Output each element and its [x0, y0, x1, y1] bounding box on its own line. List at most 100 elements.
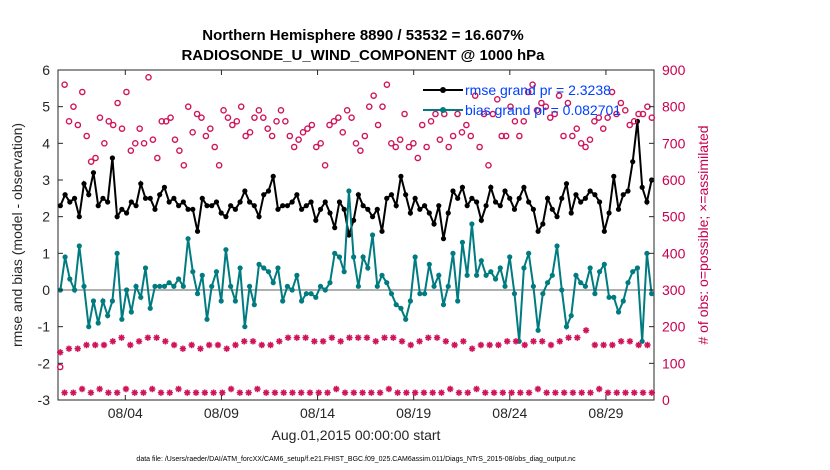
possible-point	[312, 143, 320, 151]
assimilated-point	[298, 389, 305, 396]
bias-point	[228, 283, 234, 289]
rmse-point	[426, 210, 432, 216]
bias-point	[138, 294, 144, 300]
bias-point	[483, 272, 489, 278]
bias-point	[105, 313, 111, 319]
rmse-point	[284, 203, 291, 209]
bias-point	[95, 320, 101, 326]
assimilated-point	[324, 389, 331, 396]
rmse-point	[218, 210, 224, 216]
assimilated-point	[420, 389, 428, 396]
rmse-point	[549, 206, 555, 212]
rmse-point	[502, 188, 508, 194]
rmse-point	[440, 236, 447, 242]
bias-point	[597, 269, 603, 275]
assimilated-point	[635, 341, 642, 349]
possible-point	[145, 74, 152, 81]
rmse-point	[114, 214, 120, 220]
rmse-point	[351, 217, 357, 223]
possible-point	[149, 136, 157, 143]
assimilated-point	[468, 345, 476, 352]
assimilated-point	[512, 338, 520, 345]
rmse-point	[597, 199, 603, 205]
assimilated-point	[306, 389, 314, 396]
possible-point	[595, 114, 603, 121]
assimilated-point	[473, 385, 480, 393]
bias-point	[398, 305, 404, 311]
assimilated-point	[271, 389, 279, 396]
rmse-point	[232, 206, 238, 212]
possible-point	[485, 162, 492, 169]
assimilated-point	[175, 385, 182, 393]
bias-point	[114, 250, 120, 256]
possible-point	[339, 129, 347, 136]
possible-point	[65, 118, 73, 125]
bias-point	[379, 272, 385, 278]
possible-point	[202, 132, 210, 140]
possible-point	[304, 125, 311, 132]
assimilated-point	[582, 327, 590, 334]
possible-point	[445, 143, 453, 151]
bias-point	[346, 188, 352, 194]
possible-point	[317, 140, 324, 147]
possible-point	[321, 162, 329, 169]
possible-point	[282, 118, 289, 125]
assimilated-point	[131, 389, 138, 396]
assimilated-point	[442, 338, 450, 345]
y-right-tick-label: 800	[662, 99, 686, 115]
assimilated-point	[626, 338, 634, 345]
possible-point	[308, 121, 316, 129]
rmse-point	[327, 210, 333, 216]
bias-point	[611, 294, 617, 300]
assimilated-point	[188, 341, 195, 349]
rmse-point	[57, 203, 63, 209]
possible-point	[273, 118, 280, 125]
rmse-point	[530, 206, 536, 212]
assimilated-point	[333, 385, 340, 393]
possible-point	[476, 143, 483, 151]
rmse-point	[478, 217, 484, 223]
bias-point	[308, 291, 314, 297]
y-left-tick-label: -3	[38, 392, 51, 408]
bias-point	[270, 280, 276, 286]
assimilated-point	[293, 334, 301, 341]
rmse-point	[578, 199, 584, 205]
possible-point	[613, 110, 620, 118]
rmse-point	[336, 199, 343, 205]
assimilated-point	[438, 389, 445, 396]
rmse-point	[464, 203, 470, 209]
rmse-point	[322, 199, 328, 205]
assimilated-point	[319, 338, 327, 345]
possible-point	[184, 103, 192, 110]
bias-point	[256, 261, 262, 267]
assimilated-point	[460, 338, 467, 345]
chart-title-line1: Northern Hemisphere 8890 / 53532 = 16.60…	[202, 27, 523, 44]
possible-point	[551, 110, 558, 118]
bias-point	[280, 298, 286, 304]
bias-point	[336, 254, 343, 260]
assimilated-point	[433, 334, 441, 341]
y-left-tick-label: 3	[42, 172, 50, 188]
bias-point	[218, 298, 224, 304]
assimilated-point	[162, 338, 169, 345]
assimilated-point	[328, 334, 336, 341]
rmse-point	[275, 206, 281, 212]
possible-point	[392, 143, 400, 151]
assimilated-point	[552, 389, 559, 396]
possible-point	[538, 99, 545, 107]
legend-rmse-label: rmse grand pr = 2.3238	[465, 82, 611, 98]
assimilated-point	[65, 345, 73, 352]
rmse-point	[294, 192, 300, 198]
bias-point	[322, 287, 328, 293]
bias-point	[327, 280, 333, 286]
possible-point	[330, 118, 338, 125]
possible-point	[463, 121, 470, 129]
rmse-point	[384, 195, 390, 201]
rmse-point	[270, 173, 276, 179]
y-axis-right-label: # of obs: o=possible; ×=assimilated	[695, 125, 711, 344]
assimilated-point	[617, 338, 625, 345]
rmse-point	[573, 192, 579, 198]
assimilated-point	[368, 389, 375, 396]
possible-point	[498, 132, 505, 140]
y-left-tick-label: 5	[42, 99, 50, 115]
